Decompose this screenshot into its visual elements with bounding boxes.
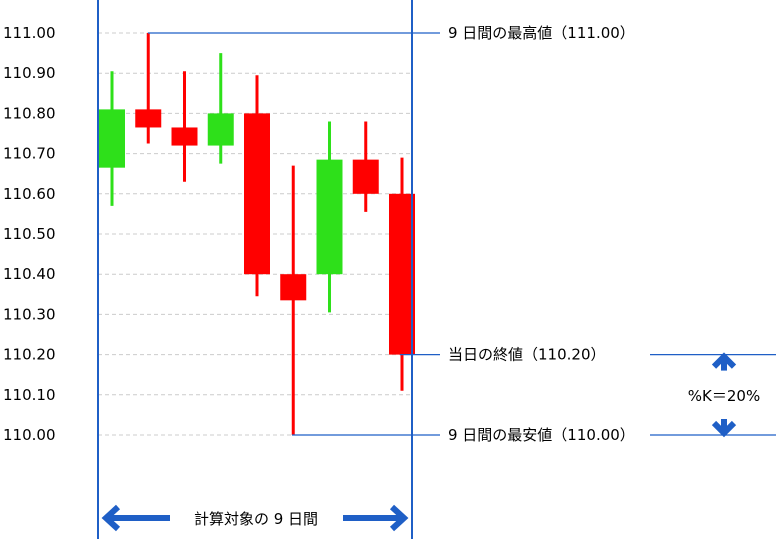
y-tick-label: 111.00 [3,24,56,42]
high-annotation: 9 日間の最高値（111.00） [448,24,635,42]
period-arrow-left-head [101,504,121,532]
period-annotation: 計算対象の 9 日間 [194,510,318,528]
candle [352,121,379,212]
period-arrow-right-head [389,504,409,532]
candle-body [352,159,379,194]
candle [171,71,198,182]
candle-body [316,159,343,275]
y-axis-ticks: 111.00 110.90 110.80 110.70 110.60 110.50 110.… [3,24,56,444]
candles [99,33,415,435]
k-annotation: %K＝20% [688,387,760,405]
candle-body [280,274,307,301]
y-tick-label: 110.80 [3,104,56,122]
y-tick-label: 110.20 [3,346,56,364]
y-tick-label: 110.40 [3,265,56,283]
y-tick-label: 110.00 [3,426,56,444]
candle-body [99,109,125,168]
y-tick-label: 110.10 [3,386,56,404]
candle-body [171,127,198,146]
y-tick-label: 110.50 [3,225,56,243]
k-arrow-up-head [711,352,737,369]
candle [99,71,125,206]
k-arrow-down-head [711,420,737,438]
candle [316,121,343,313]
annotations: 9 日間の最高値（111.00） 当日の終値（110.20） 9 日間の最安値（11… [97,0,776,539]
y-tick-label: 110.30 [3,305,56,323]
y-tick-label: 110.90 [3,64,56,82]
y-tick-label: 110.70 [3,145,56,163]
close-annotation: 当日の終値（110.20） [448,346,606,364]
candle-body [244,113,270,275]
candle [244,75,270,297]
candle [207,53,234,164]
candle [135,33,162,144]
candle-body [207,113,234,146]
y-tick-label: 110.60 [3,185,56,203]
low-annotation: 9 日間の最安値（110.00） [448,426,635,444]
candle-body [135,109,162,128]
candle [389,157,415,391]
candle-body [389,193,415,355]
candle [280,165,307,435]
